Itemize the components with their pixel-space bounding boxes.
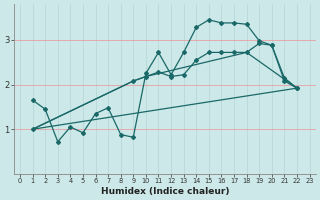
X-axis label: Humidex (Indice chaleur): Humidex (Indice chaleur) xyxy=(100,187,229,196)
